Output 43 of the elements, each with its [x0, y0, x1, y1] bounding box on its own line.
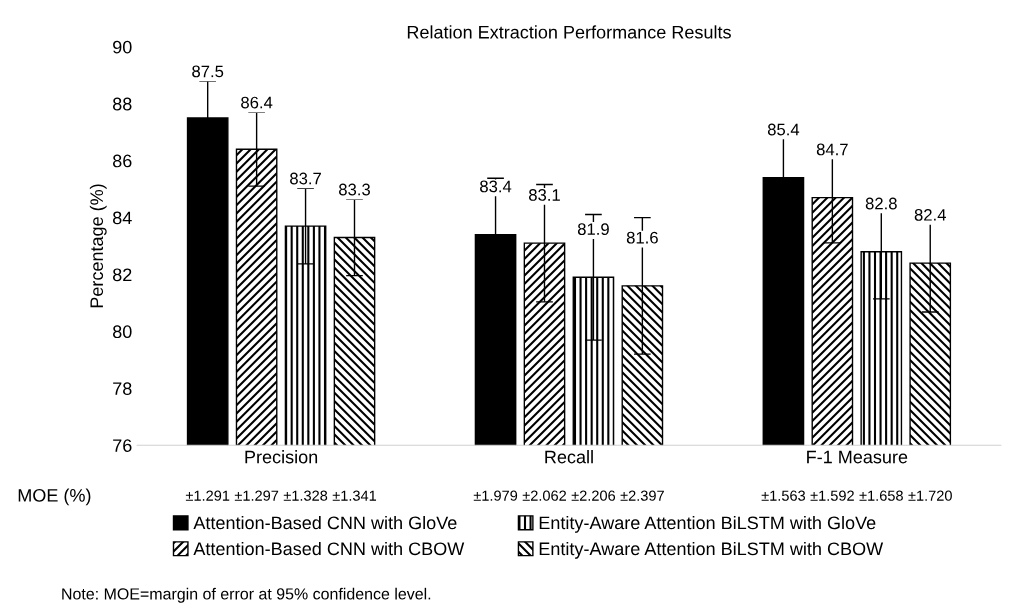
- y-tick-label: 84: [113, 211, 132, 225]
- data-label: 82.4: [914, 208, 946, 221]
- y-tick-label: 88: [113, 97, 132, 111]
- text: ±1.592: [810, 490, 854, 501]
- x-tick-label: F-1 Measure: [807, 450, 908, 464]
- text: ±1.297: [234, 490, 279, 501]
- data-label: 83.3: [339, 183, 370, 196]
- text: ±1.658: [859, 490, 903, 501]
- data-label: 83.7: [290, 172, 321, 185]
- legend-label: Entity-Aware Attention BiLSTM with GloVe: [539, 515, 876, 533]
- legend-label: Attention-Based CNN with GloVe: [193, 515, 457, 530]
- y-axis-title: Percentage (%): [89, 184, 107, 308]
- data-label: 83.4: [480, 180, 512, 193]
- data-label: 83.1: [529, 189, 560, 201]
- y-tick-label: 86: [113, 154, 132, 168]
- text: ±1.563: [761, 490, 806, 501]
- legend-label: Entity-Aware Attention BiLSTM with CBOW: [539, 541, 884, 559]
- data-label: 86.4: [241, 96, 273, 109]
- y-tick-label: 80: [113, 325, 132, 339]
- text: ±2.062: [522, 490, 567, 501]
- data-label: 85.4: [767, 123, 800, 136]
- text: MOE (%): [18, 488, 91, 506]
- text: Note: MOE=margin of error at 95% confidence level.: [62, 587, 431, 603]
- x-tick-label: Precision: [245, 450, 318, 464]
- text: ±2.206: [571, 490, 616, 501]
- data-label: 84.7: [816, 143, 848, 156]
- text: ±1.291: [185, 490, 230, 501]
- y-tick-label: 82: [113, 268, 132, 282]
- text: ±2.397: [620, 490, 664, 501]
- x-tick-label: Recall: [545, 450, 593, 464]
- y-tick-label: 90: [113, 40, 132, 54]
- y-tick-label: 78: [113, 382, 132, 396]
- legend-label: Attention-Based CNN with CBOW: [193, 541, 465, 556]
- data-label: 87.5: [192, 65, 224, 78]
- data-label: 81.9: [577, 223, 609, 236]
- data-label: 82.8: [865, 197, 897, 210]
- y-tick-label: 76: [113, 439, 132, 452]
- data-label: 81.6: [626, 231, 658, 244]
- text: ±1.328: [283, 490, 328, 501]
- text: ±1.720: [908, 490, 952, 501]
- text: ±1.979: [473, 490, 518, 501]
- chart-title: Relation Extraction Performance Results: [407, 25, 731, 39]
- text: ±1.341: [332, 490, 377, 501]
